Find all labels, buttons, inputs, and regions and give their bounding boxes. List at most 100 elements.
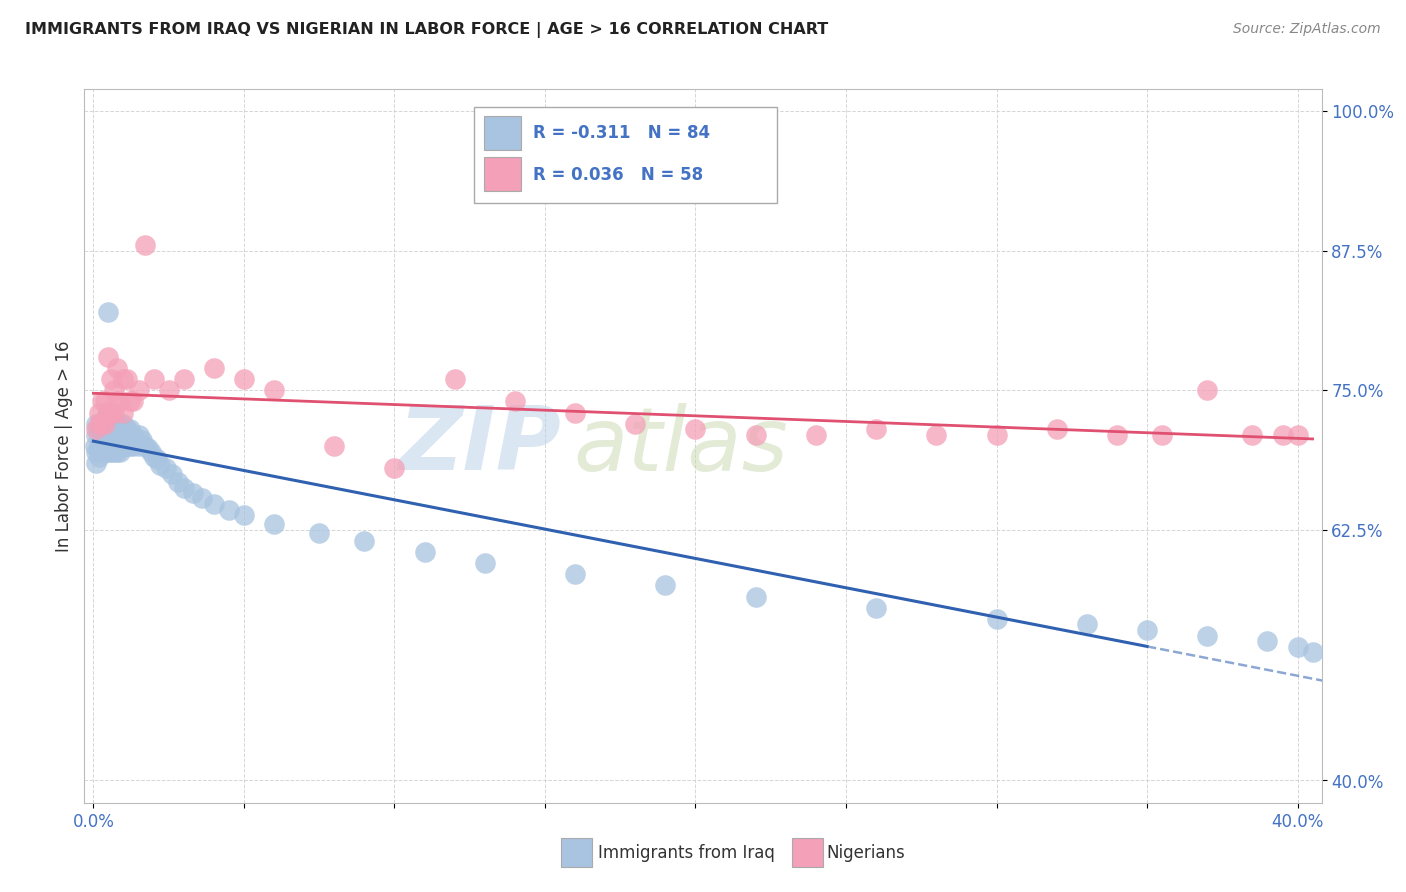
Text: ZIP: ZIP — [398, 402, 561, 490]
Point — [86, 428, 108, 442]
Point — [308, 526, 330, 541]
Point — [110, 394, 132, 409]
Point — [263, 516, 285, 531]
Point — [925, 428, 948, 442]
Point — [121, 394, 143, 409]
Point — [1076, 617, 1098, 632]
Point — [89, 422, 111, 436]
Point — [91, 434, 114, 448]
Point — [112, 405, 135, 419]
Point — [89, 428, 111, 442]
Point — [173, 481, 195, 495]
Point — [202, 360, 225, 375]
Point — [94, 417, 117, 431]
Point — [131, 434, 153, 448]
Point — [103, 434, 125, 448]
Point — [107, 434, 129, 448]
Point — [94, 444, 117, 458]
Point — [155, 461, 177, 475]
Point — [112, 372, 135, 386]
Text: R = 0.036   N = 58: R = 0.036 N = 58 — [533, 166, 703, 184]
Point — [100, 417, 122, 431]
Point — [89, 417, 111, 431]
Point — [443, 372, 465, 386]
Point — [118, 422, 141, 436]
Point — [986, 428, 1008, 442]
Point — [100, 405, 122, 419]
Point — [128, 439, 150, 453]
Point — [97, 405, 120, 419]
Point — [118, 394, 141, 409]
Point — [139, 444, 162, 458]
Point — [744, 428, 766, 442]
Point — [97, 422, 120, 436]
Point — [115, 372, 138, 386]
Point — [97, 405, 120, 419]
Point — [142, 372, 165, 386]
Point — [685, 422, 707, 436]
Point — [110, 428, 132, 442]
Point — [145, 452, 167, 467]
Point — [142, 450, 165, 464]
Point — [91, 417, 114, 431]
Point — [121, 439, 143, 453]
Text: atlas: atlas — [574, 403, 787, 489]
Point — [103, 444, 125, 458]
Point — [103, 383, 125, 397]
Point — [128, 428, 150, 442]
Point — [1105, 428, 1128, 442]
Point — [89, 444, 111, 458]
Point — [218, 502, 240, 516]
FancyBboxPatch shape — [561, 838, 592, 867]
Point — [865, 600, 887, 615]
Point — [166, 475, 188, 489]
Text: Nigerians: Nigerians — [827, 844, 905, 862]
Point — [1271, 428, 1294, 442]
Point — [94, 411, 117, 425]
Point — [86, 417, 108, 431]
Point — [103, 422, 125, 436]
Point — [110, 444, 132, 458]
Point — [1046, 422, 1069, 436]
Point — [94, 422, 117, 436]
Point — [91, 444, 114, 458]
Point — [1286, 428, 1309, 442]
Point — [564, 567, 586, 582]
Point — [107, 394, 129, 409]
Point — [100, 372, 122, 386]
Point — [624, 417, 647, 431]
Point — [1302, 645, 1324, 659]
Y-axis label: In Labor Force | Age > 16: In Labor Force | Age > 16 — [55, 340, 73, 552]
Text: IMMIGRANTS FROM IRAQ VS NIGERIAN IN LABOR FORCE | AGE > 16 CORRELATION CHART: IMMIGRANTS FROM IRAQ VS NIGERIAN IN LABO… — [25, 22, 828, 38]
Point — [173, 372, 195, 386]
Point — [112, 417, 135, 431]
Point — [121, 428, 143, 442]
FancyBboxPatch shape — [792, 838, 823, 867]
Text: Immigrants from Iraq: Immigrants from Iraq — [598, 844, 775, 862]
Point — [1256, 634, 1278, 648]
Point — [654, 578, 676, 592]
Point — [112, 428, 135, 442]
Point — [384, 461, 406, 475]
Point — [107, 422, 129, 436]
Point — [107, 360, 129, 375]
Point — [744, 590, 766, 604]
Point — [110, 417, 132, 431]
Point — [136, 442, 159, 455]
Point — [191, 491, 214, 506]
Point — [103, 405, 125, 419]
Point — [1286, 640, 1309, 654]
Point — [97, 350, 120, 364]
Point — [1136, 623, 1159, 637]
Point — [413, 545, 436, 559]
Point — [1197, 628, 1219, 642]
Point — [103, 411, 125, 425]
Point — [91, 428, 114, 442]
FancyBboxPatch shape — [484, 116, 522, 150]
Point — [474, 556, 496, 570]
Point — [91, 439, 114, 453]
FancyBboxPatch shape — [474, 107, 778, 203]
Point — [97, 417, 120, 431]
Point — [804, 428, 827, 442]
Point — [100, 434, 122, 448]
